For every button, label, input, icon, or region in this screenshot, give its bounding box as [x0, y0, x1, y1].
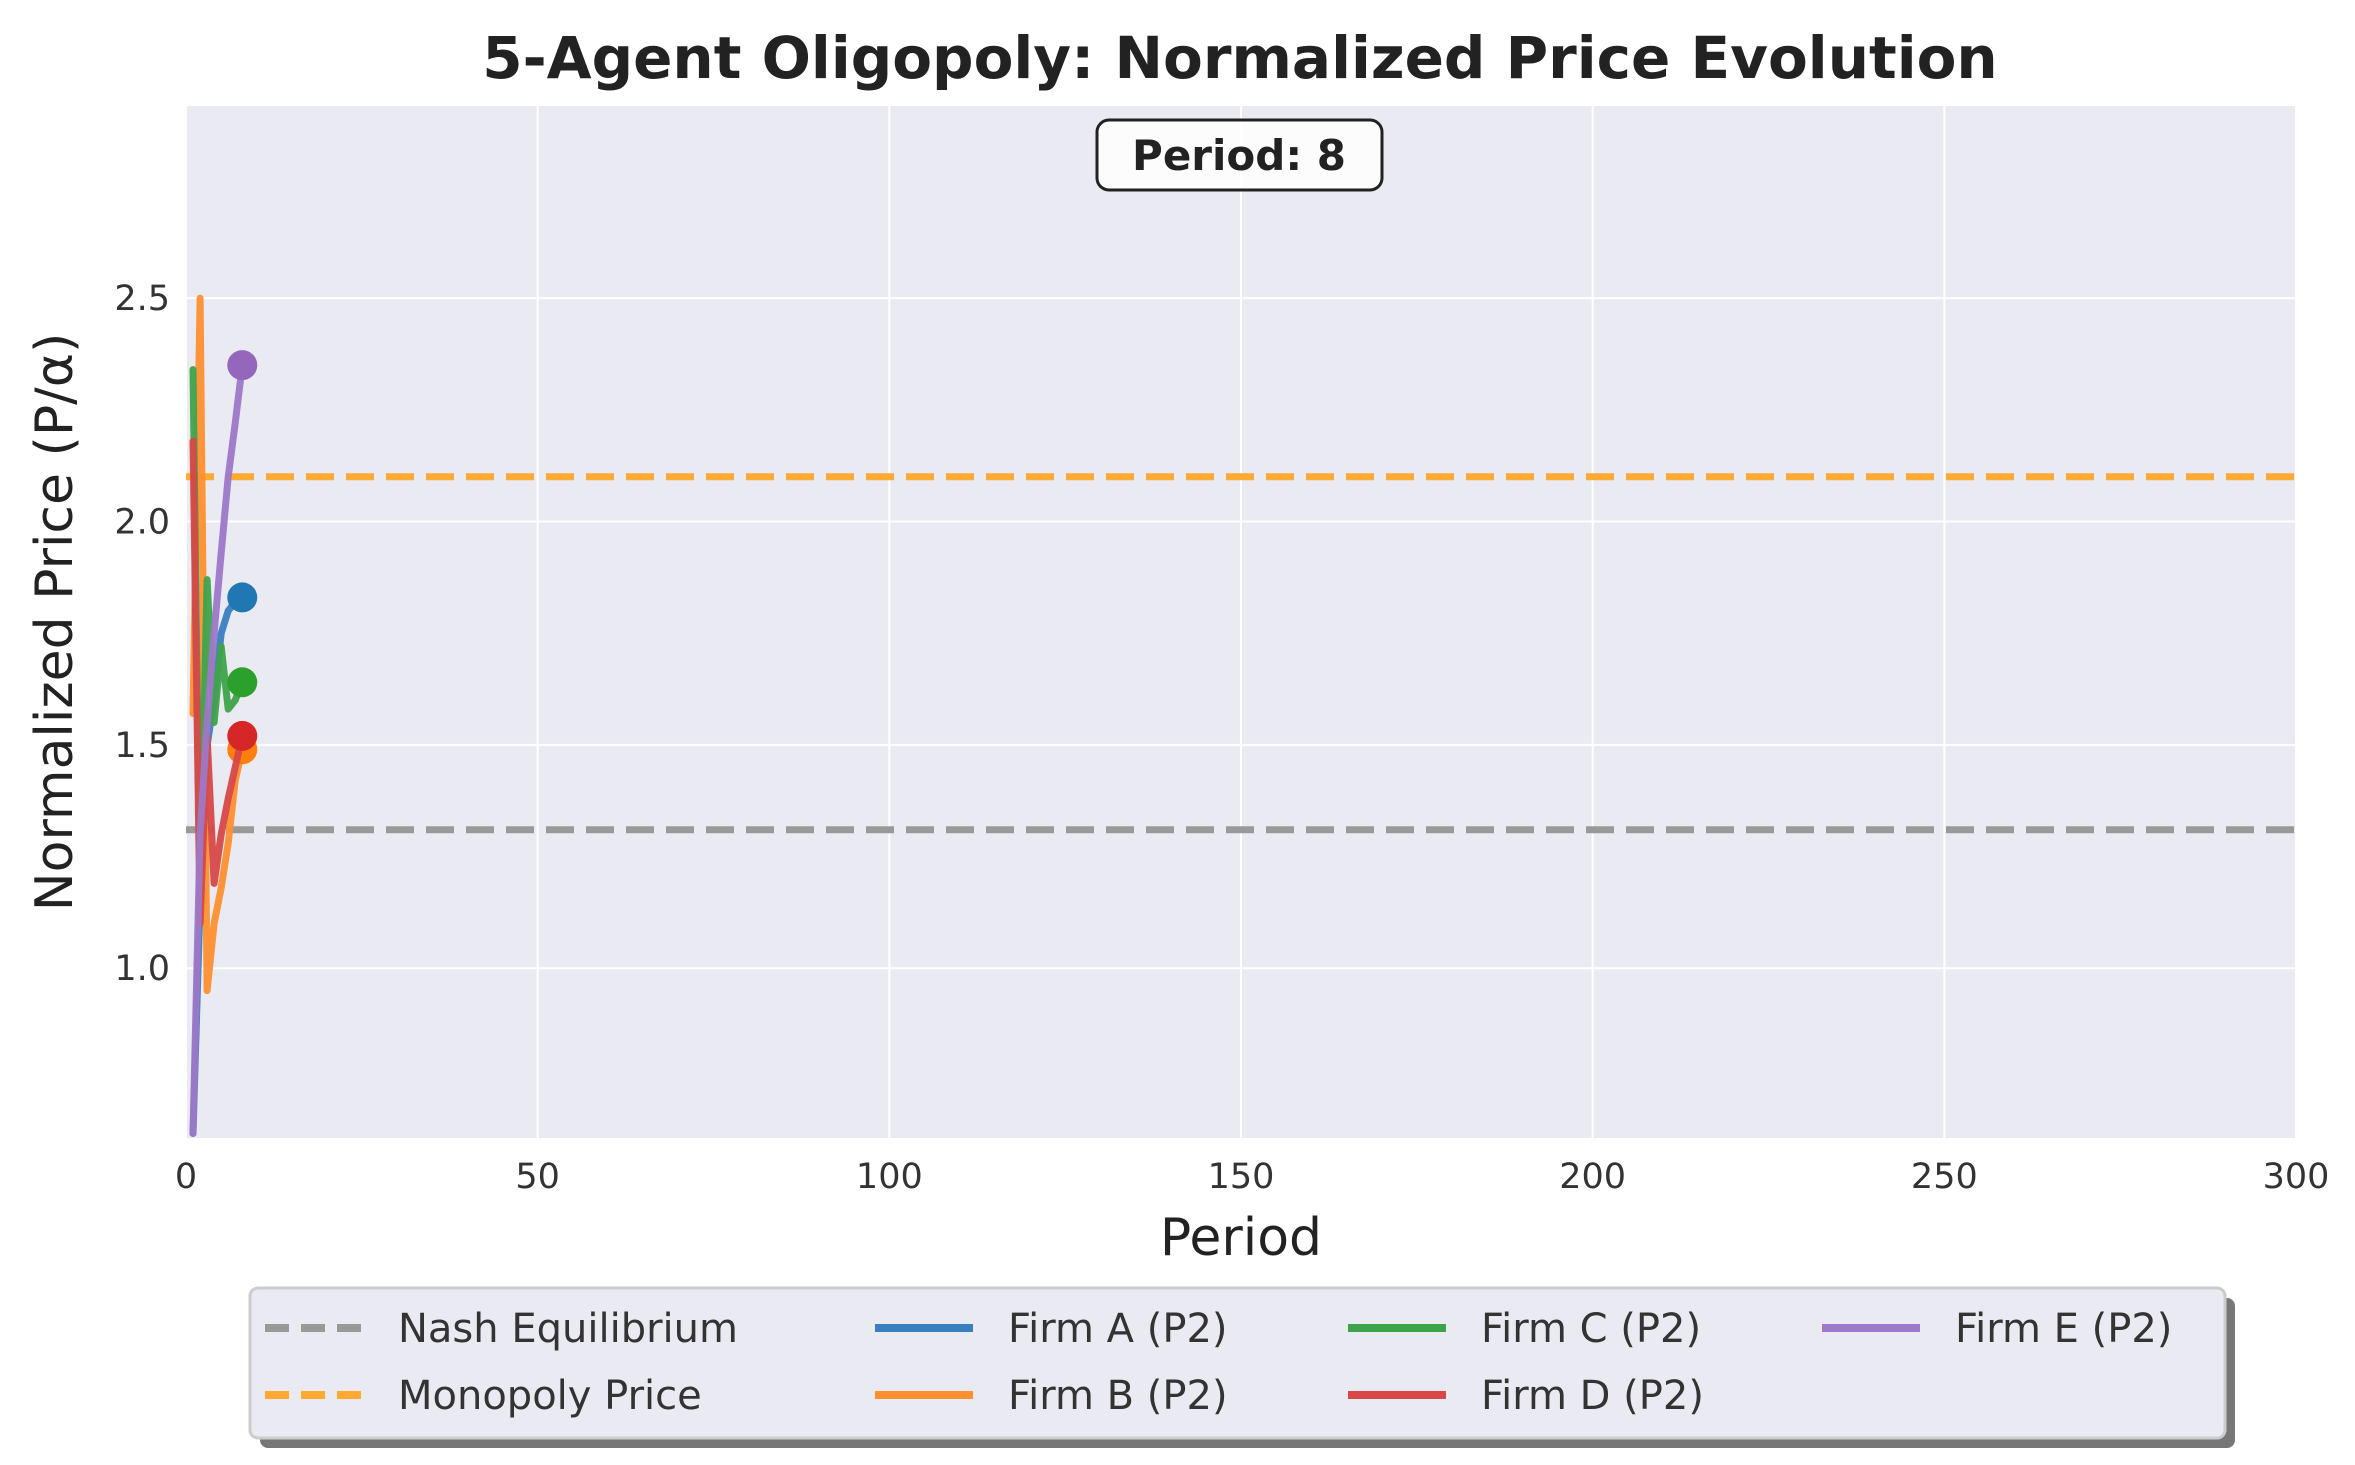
- x-tick-label: 300: [2263, 1157, 2330, 1197]
- y-tick-label: 2.0: [114, 502, 170, 542]
- legend-label-nash-equilibrium: Nash Equilibrium: [398, 1306, 738, 1352]
- y-tick-labels: 1.0 1.5 2.0 2.5: [114, 279, 170, 989]
- x-tick-label: 150: [1208, 1157, 1275, 1197]
- firm-c-p2-marker: [227, 667, 258, 698]
- series-layer: [189, 294, 258, 1137]
- period-annotation: Period: 8: [1095, 118, 1384, 192]
- x-tick-label: 200: [1559, 1157, 1626, 1197]
- y-axis-label: Normalized Price (P/α): [25, 333, 85, 912]
- x-tick-label: 0: [175, 1157, 197, 1197]
- chart-title: 5-Agent Oligopoly: Normalized Price Evol…: [482, 24, 1997, 92]
- legend: Nash Equilibrium Monopoly Price Firm A (P2…: [248, 1286, 2235, 1448]
- legend-label-monopoly-price: Monopoly Price: [398, 1373, 702, 1419]
- x-axis-label: Period: [1160, 1208, 1322, 1268]
- legend-label-firm-b-p2: Firm B (P2): [1008, 1373, 1228, 1419]
- y-tick-label: 2.5: [114, 279, 170, 319]
- firm-b-p2-line: [189, 294, 246, 995]
- y-tick-label: 1.0: [114, 949, 170, 989]
- x-tick-labels: 0 50 100 150 200 250 300: [175, 1157, 2330, 1197]
- firm-e-p2-line: [189, 361, 246, 1137]
- legend-label-firm-c-p2: Firm C (P2): [1481, 1306, 1701, 1352]
- period-annotation-text: Period: 8: [1132, 131, 1346, 180]
- x-tick-label: 50: [515, 1157, 560, 1197]
- grid-lines: [185, 106, 2297, 1138]
- x-tick-label: 100: [856, 1157, 923, 1197]
- legend-label-firm-a-p2: Firm A (P2): [1008, 1306, 1228, 1352]
- legend-label-firm-e-p2: Firm E (P2): [1955, 1306, 2172, 1352]
- firm-e-p2-marker: [227, 350, 258, 381]
- y-tick-label: 1.5: [114, 726, 170, 766]
- firm-a-p2-marker: [227, 582, 258, 613]
- legend-label-firm-d-p2: Firm D (P2): [1481, 1373, 1704, 1419]
- x-tick-label: 250: [1911, 1157, 1978, 1197]
- firm-d-p2-marker: [227, 720, 258, 751]
- period-annotation-box: [1095, 118, 1384, 192]
- reference-lines: [186, 473, 2296, 834]
- legend-box: [248, 1286, 2227, 1440]
